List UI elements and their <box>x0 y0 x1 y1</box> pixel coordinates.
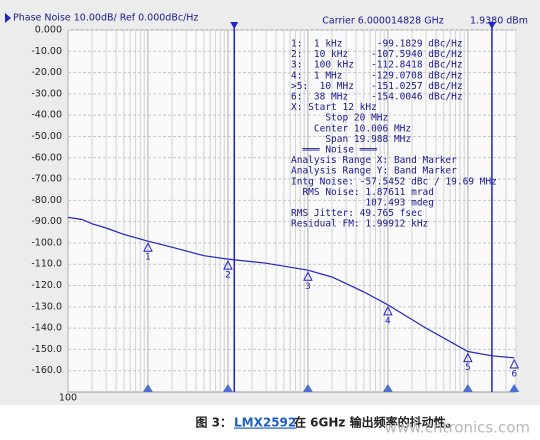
readout-line: Residual FM: 1.99912 kHz <box>291 219 428 230</box>
y-tick-label: -90.00 <box>31 216 62 227</box>
marker <box>143 242 153 252</box>
marker <box>463 352 473 363</box>
marker-label: 3 <box>305 282 311 292</box>
range-handle <box>230 22 239 29</box>
caption-link[interactable]: LMX2592 <box>234 416 296 430</box>
readout-line: 4: 1 MHz -129.0708 dBc/Hz <box>291 70 463 81</box>
y-tick-label: -80.00 <box>31 195 62 206</box>
plot-area <box>67 29 517 393</box>
y-tick-label: -120.0 <box>31 280 62 291</box>
y-tick-label: -20.00 <box>31 67 62 78</box>
caption-prefix: 图 3： <box>195 416 232 430</box>
marker <box>509 358 520 369</box>
readout-line: Intg Noise: -57.5452 dBc / 19.69 MHz <box>291 176 497 187</box>
marker-label: 6 <box>511 369 517 379</box>
y-tick-label: -110.0 <box>31 259 62 270</box>
axis-marker <box>509 384 520 392</box>
y-tick-label: -150.0 <box>31 344 62 355</box>
watermark: www.cntronics.com <box>385 419 530 437</box>
power: 1.9380 dBm <box>470 16 528 27</box>
y-tick-label: 0.000 <box>35 25 62 36</box>
readout-line: ═══ Noise ═══ <box>291 145 377 156</box>
chart-title: Phase Noise 10.00dB/ Ref 0.000dBc/Hz <box>13 13 198 24</box>
y-tick-label: -140.0 <box>31 323 62 334</box>
carrier: Carrier 6.000014828 GHz <box>322 16 443 27</box>
y-tick-label: -70.00 <box>31 174 62 185</box>
axis-marker <box>462 384 473 392</box>
menu-icon <box>5 13 11 23</box>
readout-line: Stop 20 MHz <box>291 113 388 124</box>
y-tick-label: -160.0 <box>31 365 62 376</box>
y-tick-label: -10.00 <box>31 46 62 57</box>
readout-line: Span 19.988 MHz <box>291 134 411 145</box>
readout-line: 6: 38 MHz -154.0046 dBc/Hz <box>291 92 463 103</box>
marker-label: 5 <box>465 363 471 373</box>
readout-line: Analysis Range X: Band Marker <box>291 155 457 166</box>
y-tick-label: -40.00 <box>31 110 62 121</box>
axis-marker <box>142 384 153 392</box>
x-tick-label: 100 <box>59 393 77 404</box>
readout-line: 1: 1 kHz -99.1829 dBc/Hz <box>291 39 463 50</box>
marker <box>303 271 313 281</box>
trace <box>67 216 515 359</box>
readout-line: Center 10.006 MHz <box>291 123 411 134</box>
y-tick-label: -60.00 <box>31 152 62 163</box>
marker <box>383 305 393 316</box>
readout-line: RMS Jitter: 49.765 fsec <box>291 208 423 219</box>
readout-line: 2: 10 kHz -107.5940 dBc/Hz <box>291 49 463 60</box>
y-tick-label: -30.00 <box>31 88 62 99</box>
readout-line: 3: 100 kHz -112.8418 dBc/Hz <box>291 60 463 71</box>
readout-line: 107.493 mdeg <box>291 198 434 209</box>
axis-marker <box>302 384 313 392</box>
marker-label: 1 <box>145 253 151 263</box>
y-tick-label: -100.0 <box>31 237 62 248</box>
marker <box>223 259 233 270</box>
axis-marker <box>222 384 233 392</box>
marker-label: 2 <box>225 271 231 281</box>
caption-text: 在 6GHz 输出频率的抖动性。 <box>294 415 458 430</box>
y-tick-label: -130.0 <box>31 301 62 312</box>
readout-line: RMS Noise: 1.87611 mrad <box>291 187 434 198</box>
marker-label: 4 <box>385 316 391 326</box>
range-handle <box>487 22 496 29</box>
axis-marker <box>382 384 393 392</box>
readout-line: X: Start 12 kHz <box>291 102 377 113</box>
readout-line: >5: 10 MHz -151.0257 dBc/Hz <box>291 81 463 92</box>
y-tick-label: -50.00 <box>31 131 62 142</box>
readout-line: Analysis Range Y: Band Marker <box>291 166 457 177</box>
